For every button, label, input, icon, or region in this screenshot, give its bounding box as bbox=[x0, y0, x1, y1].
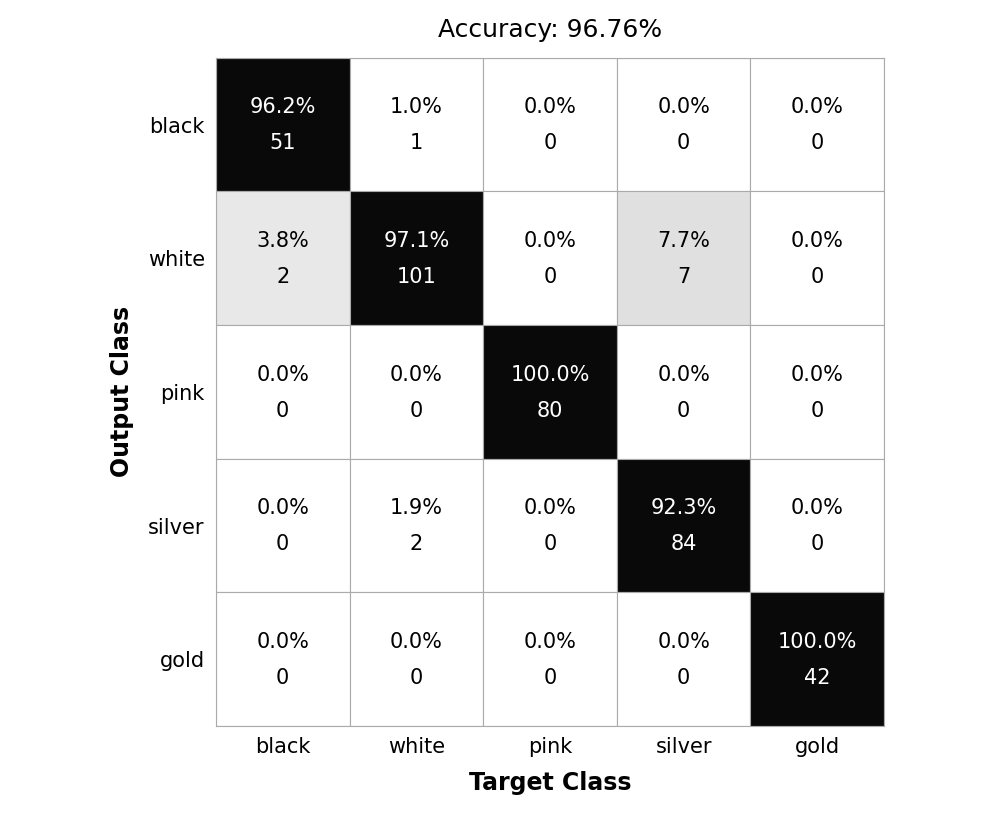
Bar bbox=[750, 191, 884, 325]
Bar bbox=[483, 191, 617, 325]
Bar bbox=[483, 325, 617, 459]
Bar bbox=[216, 191, 350, 325]
Text: 0: 0 bbox=[410, 668, 423, 688]
Text: 0.0%: 0.0% bbox=[524, 632, 576, 652]
Bar bbox=[483, 58, 617, 191]
Bar bbox=[216, 459, 350, 592]
Bar bbox=[617, 58, 750, 191]
Bar bbox=[350, 325, 483, 459]
Text: 0: 0 bbox=[811, 535, 824, 554]
Bar bbox=[750, 592, 884, 726]
Text: 0.0%: 0.0% bbox=[256, 498, 309, 518]
Bar bbox=[617, 325, 750, 459]
Bar bbox=[617, 459, 750, 592]
Text: 0: 0 bbox=[677, 668, 690, 688]
Bar bbox=[750, 58, 884, 191]
Text: 96.2%: 96.2% bbox=[250, 97, 316, 117]
Text: 0: 0 bbox=[811, 401, 824, 421]
Text: 7: 7 bbox=[677, 267, 690, 287]
Bar bbox=[750, 459, 884, 592]
Text: 0.0%: 0.0% bbox=[657, 365, 710, 384]
Text: 0: 0 bbox=[811, 267, 824, 287]
Text: 0: 0 bbox=[276, 668, 289, 688]
Text: 0.0%: 0.0% bbox=[791, 498, 844, 518]
Text: 0.0%: 0.0% bbox=[791, 231, 844, 251]
Text: 92.3%: 92.3% bbox=[651, 498, 717, 518]
Text: 0.0%: 0.0% bbox=[390, 365, 443, 384]
Text: 100.0%: 100.0% bbox=[778, 632, 857, 652]
Text: 0.0%: 0.0% bbox=[791, 365, 844, 384]
Bar bbox=[216, 58, 350, 191]
Text: 80: 80 bbox=[537, 401, 563, 421]
Text: 0.0%: 0.0% bbox=[791, 97, 844, 117]
Text: 2: 2 bbox=[410, 535, 423, 554]
Bar bbox=[617, 191, 750, 325]
Y-axis label: Output Class: Output Class bbox=[110, 306, 134, 478]
Text: 0.0%: 0.0% bbox=[657, 632, 710, 652]
Text: 0: 0 bbox=[276, 535, 289, 554]
X-axis label: Target Class: Target Class bbox=[469, 771, 631, 795]
Text: 42: 42 bbox=[804, 668, 831, 688]
Bar bbox=[483, 459, 617, 592]
Text: 0: 0 bbox=[677, 134, 690, 153]
Text: 51: 51 bbox=[269, 134, 296, 153]
Text: 0: 0 bbox=[543, 535, 557, 554]
Text: 0: 0 bbox=[543, 668, 557, 688]
Bar bbox=[350, 459, 483, 592]
Text: 0.0%: 0.0% bbox=[524, 97, 576, 117]
Text: 101: 101 bbox=[396, 267, 436, 287]
Text: 2: 2 bbox=[276, 267, 289, 287]
Bar bbox=[617, 592, 750, 726]
Text: 0: 0 bbox=[811, 134, 824, 153]
Text: 84: 84 bbox=[670, 535, 697, 554]
Text: 0.0%: 0.0% bbox=[657, 97, 710, 117]
Text: 0.0%: 0.0% bbox=[256, 365, 309, 384]
Text: 1.9%: 1.9% bbox=[390, 498, 443, 518]
Text: 0: 0 bbox=[677, 401, 690, 421]
Text: 0: 0 bbox=[543, 267, 557, 287]
Bar bbox=[216, 325, 350, 459]
Text: 1.0%: 1.0% bbox=[390, 97, 443, 117]
Title: Accuracy: 96.76%: Accuracy: 96.76% bbox=[438, 18, 662, 42]
Bar bbox=[350, 58, 483, 191]
Text: 0.0%: 0.0% bbox=[256, 632, 309, 652]
Text: 7.7%: 7.7% bbox=[657, 231, 710, 251]
Text: 0: 0 bbox=[543, 134, 557, 153]
Text: 0: 0 bbox=[276, 401, 289, 421]
Bar bbox=[350, 592, 483, 726]
Text: 97.1%: 97.1% bbox=[383, 231, 449, 251]
Text: 3.8%: 3.8% bbox=[256, 231, 309, 251]
Text: 100.0%: 100.0% bbox=[510, 365, 590, 384]
Text: 0.0%: 0.0% bbox=[524, 231, 576, 251]
Text: 1: 1 bbox=[410, 134, 423, 153]
Bar bbox=[350, 191, 483, 325]
Bar bbox=[216, 592, 350, 726]
Bar bbox=[483, 592, 617, 726]
Text: 0.0%: 0.0% bbox=[390, 632, 443, 652]
Bar bbox=[750, 325, 884, 459]
Text: 0.0%: 0.0% bbox=[524, 498, 576, 518]
Text: 0: 0 bbox=[410, 401, 423, 421]
